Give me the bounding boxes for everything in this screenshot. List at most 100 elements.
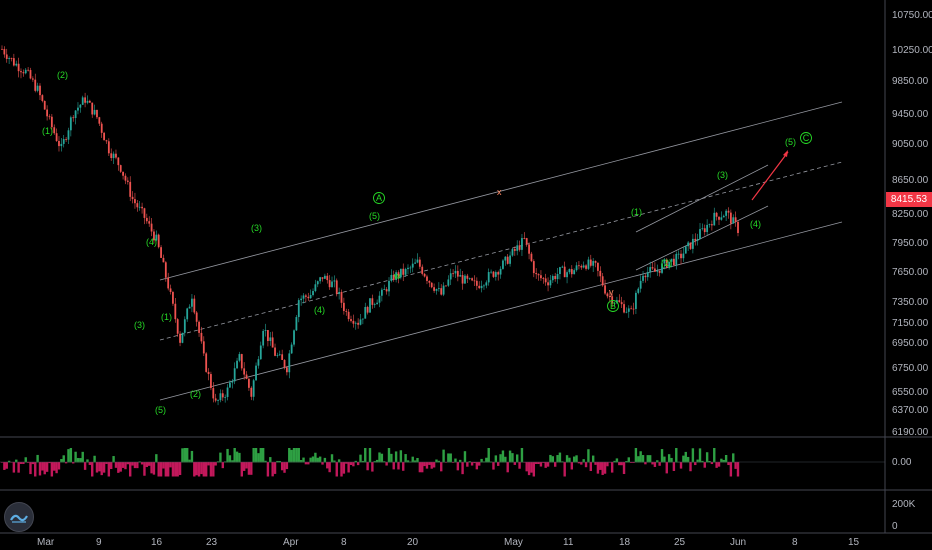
oscillator-bar [570,462,574,470]
wave-label[interactable]: (1) [631,207,642,217]
candle-body [107,141,110,154]
oscillator-bar [356,462,360,466]
oscillator-bar [349,462,353,466]
oscillator-bar [440,462,443,472]
projection-arrow[interactable] [751,150,789,201]
candle-body [134,199,136,204]
candle-body [129,181,132,197]
wave-label[interactable]: y [609,287,614,297]
wave-label[interactable]: (2) [190,389,201,399]
wave-label[interactable]: (2) [661,258,672,268]
oscillator-bar [231,460,234,463]
candle-body [15,63,18,66]
candle-body [409,267,412,269]
wave-label[interactable]: (4) [146,237,157,247]
wave-label[interactable]: (4) [314,305,325,315]
oscillator-bar [83,462,87,470]
oscillator-bar [660,449,664,463]
oscillator-bar [656,460,659,463]
wave-label[interactable]: w [393,271,401,281]
tradingview-logo[interactable] [4,502,34,532]
oscillator-bar [558,452,562,463]
wave-label[interactable]: x [497,187,502,197]
candle-body [46,109,49,117]
oscillator-bar [499,454,502,463]
wave-label[interactable]: (5) [155,405,166,415]
oscillator-bar [556,455,559,463]
oscillator-bar [686,456,690,463]
oscillator-bar [152,462,156,475]
sub-channel-upper-line[interactable] [635,164,769,233]
candle-body [333,280,336,282]
oscillator-bar [214,462,217,466]
oscillator-bar [530,462,533,473]
candle-body [713,212,716,226]
candle-body [198,321,200,333]
wave-labels[interactable]: (2) (1) (4) (3) (5) (1) (2) (3) (4) (5) … [42,70,812,415]
wave-label-circle[interactable]: A [373,192,385,204]
candle-body [12,58,15,66]
candle-body [269,337,272,342]
oscillator-bar [181,448,184,463]
candle-body [414,262,417,264]
oscillator-bar [292,448,296,463]
candle-body [528,244,530,254]
candle-body [326,275,329,281]
wave-label[interactable]: (5) [785,137,796,147]
elliott-channel[interactable] [159,101,843,401]
wave-label[interactable]: (1) [42,126,53,136]
projection-arrow-line[interactable] [751,151,789,201]
wave-label[interactable]: (2) [57,70,68,80]
channel-mid-line[interactable] [159,161,843,341]
channel-lower-line[interactable] [159,221,843,401]
oscillator-bar [537,462,540,465]
candle-body [245,374,248,379]
wave-label-circle[interactable]: C [800,132,812,144]
sub-channel-lower-line[interactable] [635,205,769,271]
oscillator-bar [169,462,172,468]
candle-body [62,139,65,144]
time-tick: 25 [674,537,686,548]
candle-body [20,71,22,73]
oscillator-bar [411,456,414,463]
wave-label[interactable]: (1) [161,312,172,322]
oscillator-bar [342,462,346,474]
candle-body [257,359,260,366]
oscillator-bar [285,462,289,470]
oscillator-bar [195,462,198,476]
oscillator-bar [689,462,692,472]
oscillator-bar [48,462,51,464]
candle-body [651,267,654,269]
wave-label[interactable]: (4) [750,219,761,229]
oscillator-bar [323,457,327,463]
candle-body [373,304,376,306]
oscillator-bar [525,462,528,472]
channel-upper-line[interactable] [159,101,843,281]
candle-body [176,319,179,334]
oscillator-bar [340,462,343,477]
wave-label[interactable]: (3) [717,170,728,180]
oscillator-bar [297,448,300,463]
wave-label[interactable]: (3) [251,223,262,233]
oscillator-bar [74,451,77,463]
time-axis[interactable]: Mar 9 16 23 Apr 8 20 May 11 18 25 Jun 8 … [37,537,860,548]
wave-label[interactable]: (3) [134,320,145,330]
price-axis[interactable]: 10750.00 10250.00 9850.00 9450.00 9050.0… [892,10,932,532]
candle-body [5,54,8,60]
wave-label[interactable]: (5) [369,211,380,221]
oscillator-bar [204,462,208,477]
oscillator-bar [501,450,505,463]
oscillator-bar [102,462,106,473]
candle-body [497,272,500,275]
candle-body [658,270,661,273]
candle-body [226,387,229,397]
candle-body [594,261,597,263]
oscillator-bar [304,462,308,465]
wave-label-circle[interactable]: B [607,300,619,312]
oscillator-bar [599,462,602,470]
candle-body [656,270,659,272]
candle-body [632,308,635,310]
oscillator-bar [587,449,590,463]
oscillator-bar [64,462,68,464]
